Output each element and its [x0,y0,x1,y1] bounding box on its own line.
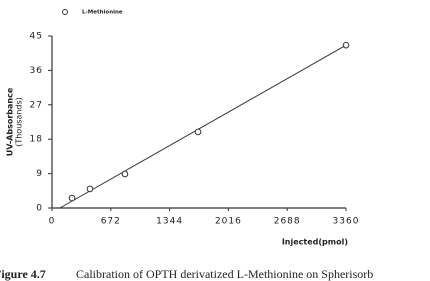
caption-label: Figure 4.7 [0,267,46,281]
x-tick-label: 2016 [215,217,242,227]
y-tick-label: 36 [30,66,43,76]
y-axis-label: UV-Absorbance [6,87,15,156]
y-tick-label: 9 [36,169,43,179]
data-point [194,128,202,136]
x-tick-label: 2688 [274,217,301,227]
y-tick-label: 0 [36,204,43,214]
caption-text: Calibration of OPTH derivatized L-Methio… [76,267,373,281]
data-point [68,194,76,202]
fit-line [59,44,347,209]
data-point [86,185,94,193]
x-tick-label: 0 [49,217,56,227]
legend-marker [62,9,68,15]
data-point [121,170,129,178]
legend-label: L-Methionine [82,10,123,16]
x-axis-label: Injected(pmol) [282,238,348,247]
y-axis-unit: (Thousands) [15,97,24,147]
x-tick-label: 3360 [333,217,360,227]
x-tick-label: 1344 [156,217,183,227]
data-point [342,41,350,49]
x-tick-label: 672 [101,217,121,227]
y-tick-label: 18 [30,135,43,145]
y-tick-label: 27 [30,100,43,110]
y-tick-label: 45 [30,32,43,42]
